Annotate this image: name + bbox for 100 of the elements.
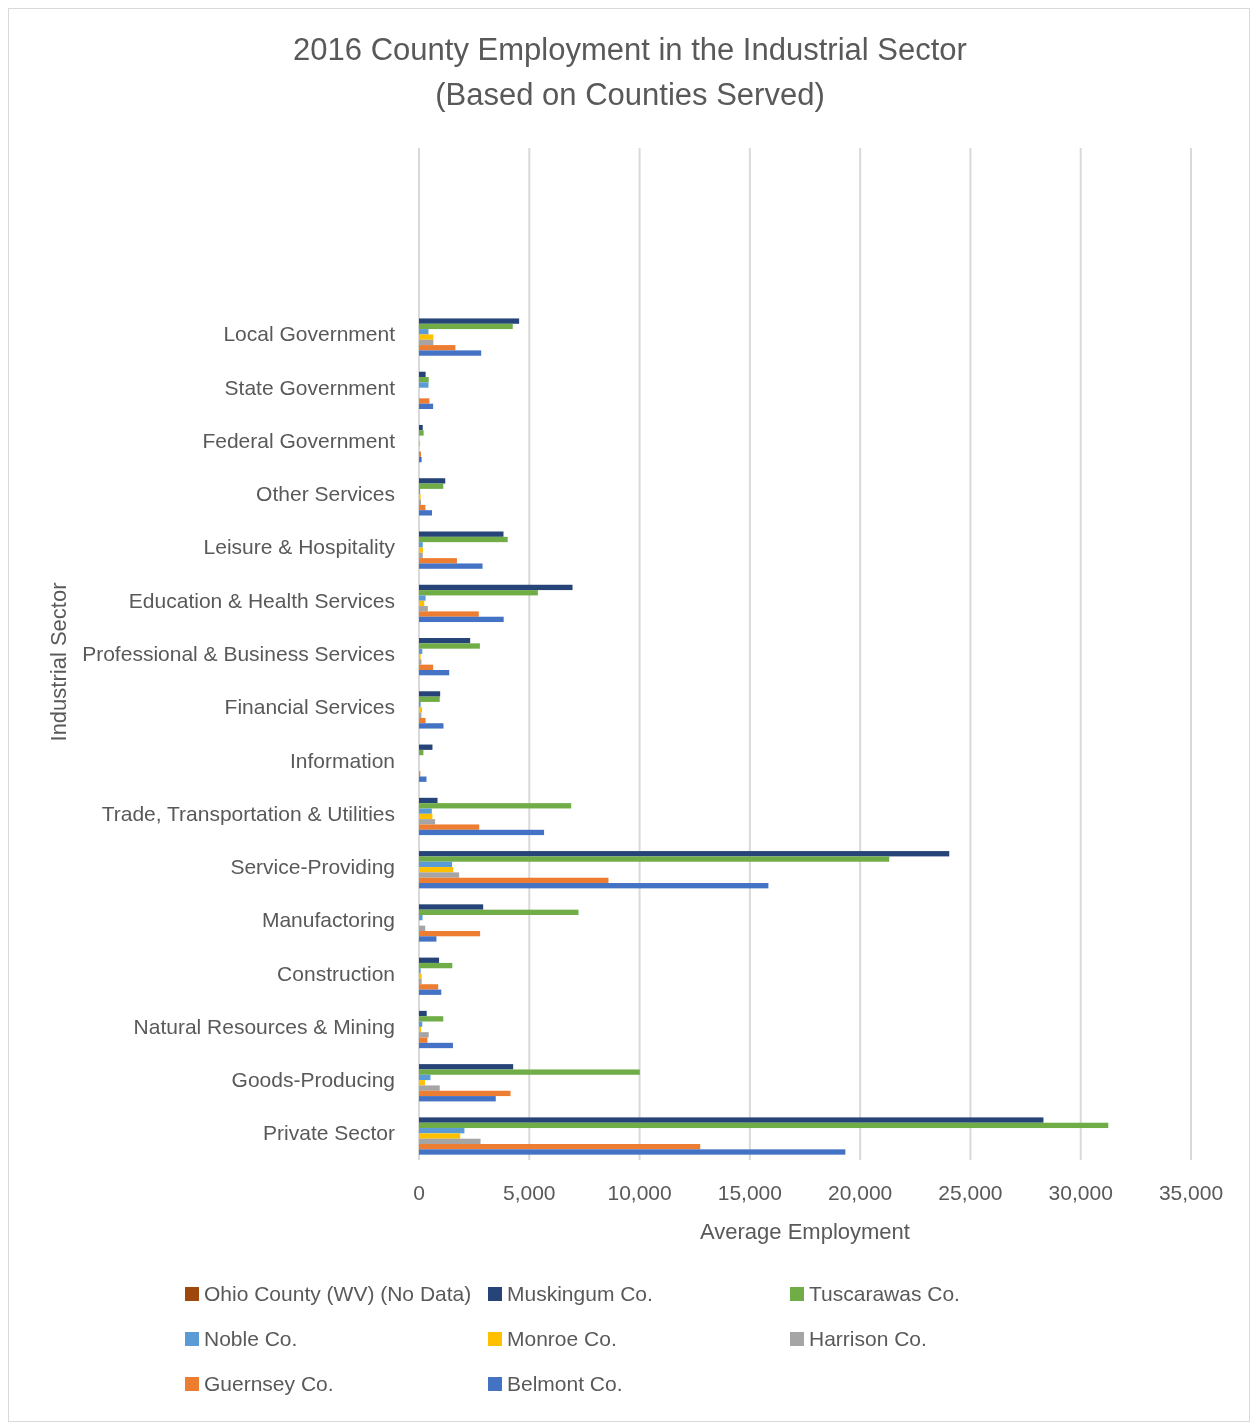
bar: [419, 669, 450, 676]
bar: [419, 1042, 453, 1049]
bar: [419, 558, 457, 564]
bar: [419, 1080, 425, 1086]
legend-label: Ohio County (WV) (No Data): [204, 1282, 472, 1305]
bar: [419, 696, 440, 702]
bar: [419, 339, 434, 346]
x-tick-label: 5,000: [503, 1181, 556, 1204]
bar: [419, 1069, 640, 1075]
bar: [419, 1064, 514, 1070]
y-tick-label: Financial Services: [224, 695, 395, 719]
bar: [419, 478, 446, 484]
bar: [419, 510, 433, 516]
bar: [419, 403, 434, 409]
bar: [419, 563, 483, 569]
bar: [419, 819, 436, 825]
y-tick-label: Professional & Business Services: [82, 642, 395, 665]
x-tick-label: 15,000: [717, 1181, 782, 1204]
x-tick-label: 35,000: [1158, 1181, 1224, 1204]
bar: [419, 1074, 431, 1081]
bar: [419, 867, 454, 873]
y-tick-label: Construction: [277, 961, 395, 985]
x-tick-label: 0: [413, 1181, 425, 1204]
bar: [419, 424, 423, 431]
bar: [419, 584, 573, 591]
bar: [419, 659, 422, 665]
bar: [419, 813, 433, 820]
bar: [419, 606, 428, 612]
bar: [419, 797, 438, 804]
bar: [419, 664, 434, 670]
y-tick-label: Leisure & Hospitality: [203, 535, 396, 559]
x-tick-label: 20,000: [828, 1181, 893, 1204]
bar: [419, 978, 422, 985]
bar: [419, 872, 460, 878]
bar: [419, 1010, 427, 1017]
bar: [419, 1090, 511, 1097]
x-tick-label: 30,000: [1048, 1181, 1113, 1204]
y-tick-label: Other Services: [256, 482, 395, 506]
chart-title: 2016 County Employment in the Industrial Sector: [293, 32, 967, 67]
y-tick-label: Information: [289, 748, 395, 772]
bar: [419, 936, 437, 942]
bar: [419, 851, 950, 857]
bar: [419, 1016, 444, 1022]
bar: [419, 350, 482, 356]
bar: [419, 829, 545, 836]
bar: [419, 1138, 481, 1145]
y-tick-label: Manufactoring: [261, 908, 395, 932]
y-tick-label: State Government: [224, 375, 396, 399]
bar: [419, 744, 433, 750]
bar: [419, 456, 422, 463]
bar: [419, 1133, 461, 1139]
bar: [419, 808, 432, 814]
bar: [419, 973, 422, 979]
bar: [419, 723, 444, 729]
legend-label: Monroe Co.: [507, 1327, 617, 1350]
y-tick-label: Local Government: [223, 322, 396, 346]
bar: [419, 914, 423, 921]
legend-label: Tuscarawas Co.: [809, 1282, 960, 1305]
bar: [419, 382, 429, 388]
x-tick-label: 25,000: [938, 1181, 1003, 1204]
bar: [419, 803, 572, 809]
legend-label: Guernsey Co.: [204, 1372, 334, 1395]
bar: [419, 824, 480, 830]
bar: [419, 552, 423, 559]
bar: [419, 1032, 429, 1038]
bar: [419, 611, 479, 617]
y-tick-label: Private Sector: [263, 1121, 395, 1145]
bar: [419, 1085, 440, 1091]
bar: [419, 1144, 701, 1150]
bar: [419, 590, 538, 596]
bar: [419, 1037, 428, 1043]
bar: [419, 1128, 465, 1134]
y-tick-label: Goods-Producing: [231, 1068, 395, 1092]
bar: [419, 1122, 1109, 1129]
bar: [419, 930, 481, 937]
bar: [419, 323, 513, 330]
bar: [419, 717, 426, 724]
y-tick-label: Service-Providing: [230, 855, 395, 879]
legend-label: Harrison Co.: [809, 1327, 927, 1350]
bar: [419, 616, 504, 623]
x-tick-label: 10,000: [607, 1181, 672, 1204]
bar: [419, 398, 430, 404]
bar: [419, 334, 434, 340]
legend-label: Noble Co.: [204, 1327, 298, 1350]
bar: [419, 1149, 846, 1155]
bar: [419, 643, 480, 649]
bar: [419, 547, 423, 553]
bar: [419, 883, 769, 889]
bar: [419, 707, 423, 713]
bar: [419, 861, 453, 868]
bar: [419, 542, 423, 548]
bar: [419, 318, 520, 324]
bar: [419, 904, 484, 910]
y-tick-label: Education & Health Services: [128, 588, 395, 612]
bar: [419, 962, 453, 969]
legend-label: Belmont Co.: [507, 1372, 623, 1395]
bar: [419, 483, 444, 489]
bar: [419, 909, 579, 915]
bar: [419, 345, 456, 351]
y-tick-label: Federal Government: [202, 428, 396, 452]
